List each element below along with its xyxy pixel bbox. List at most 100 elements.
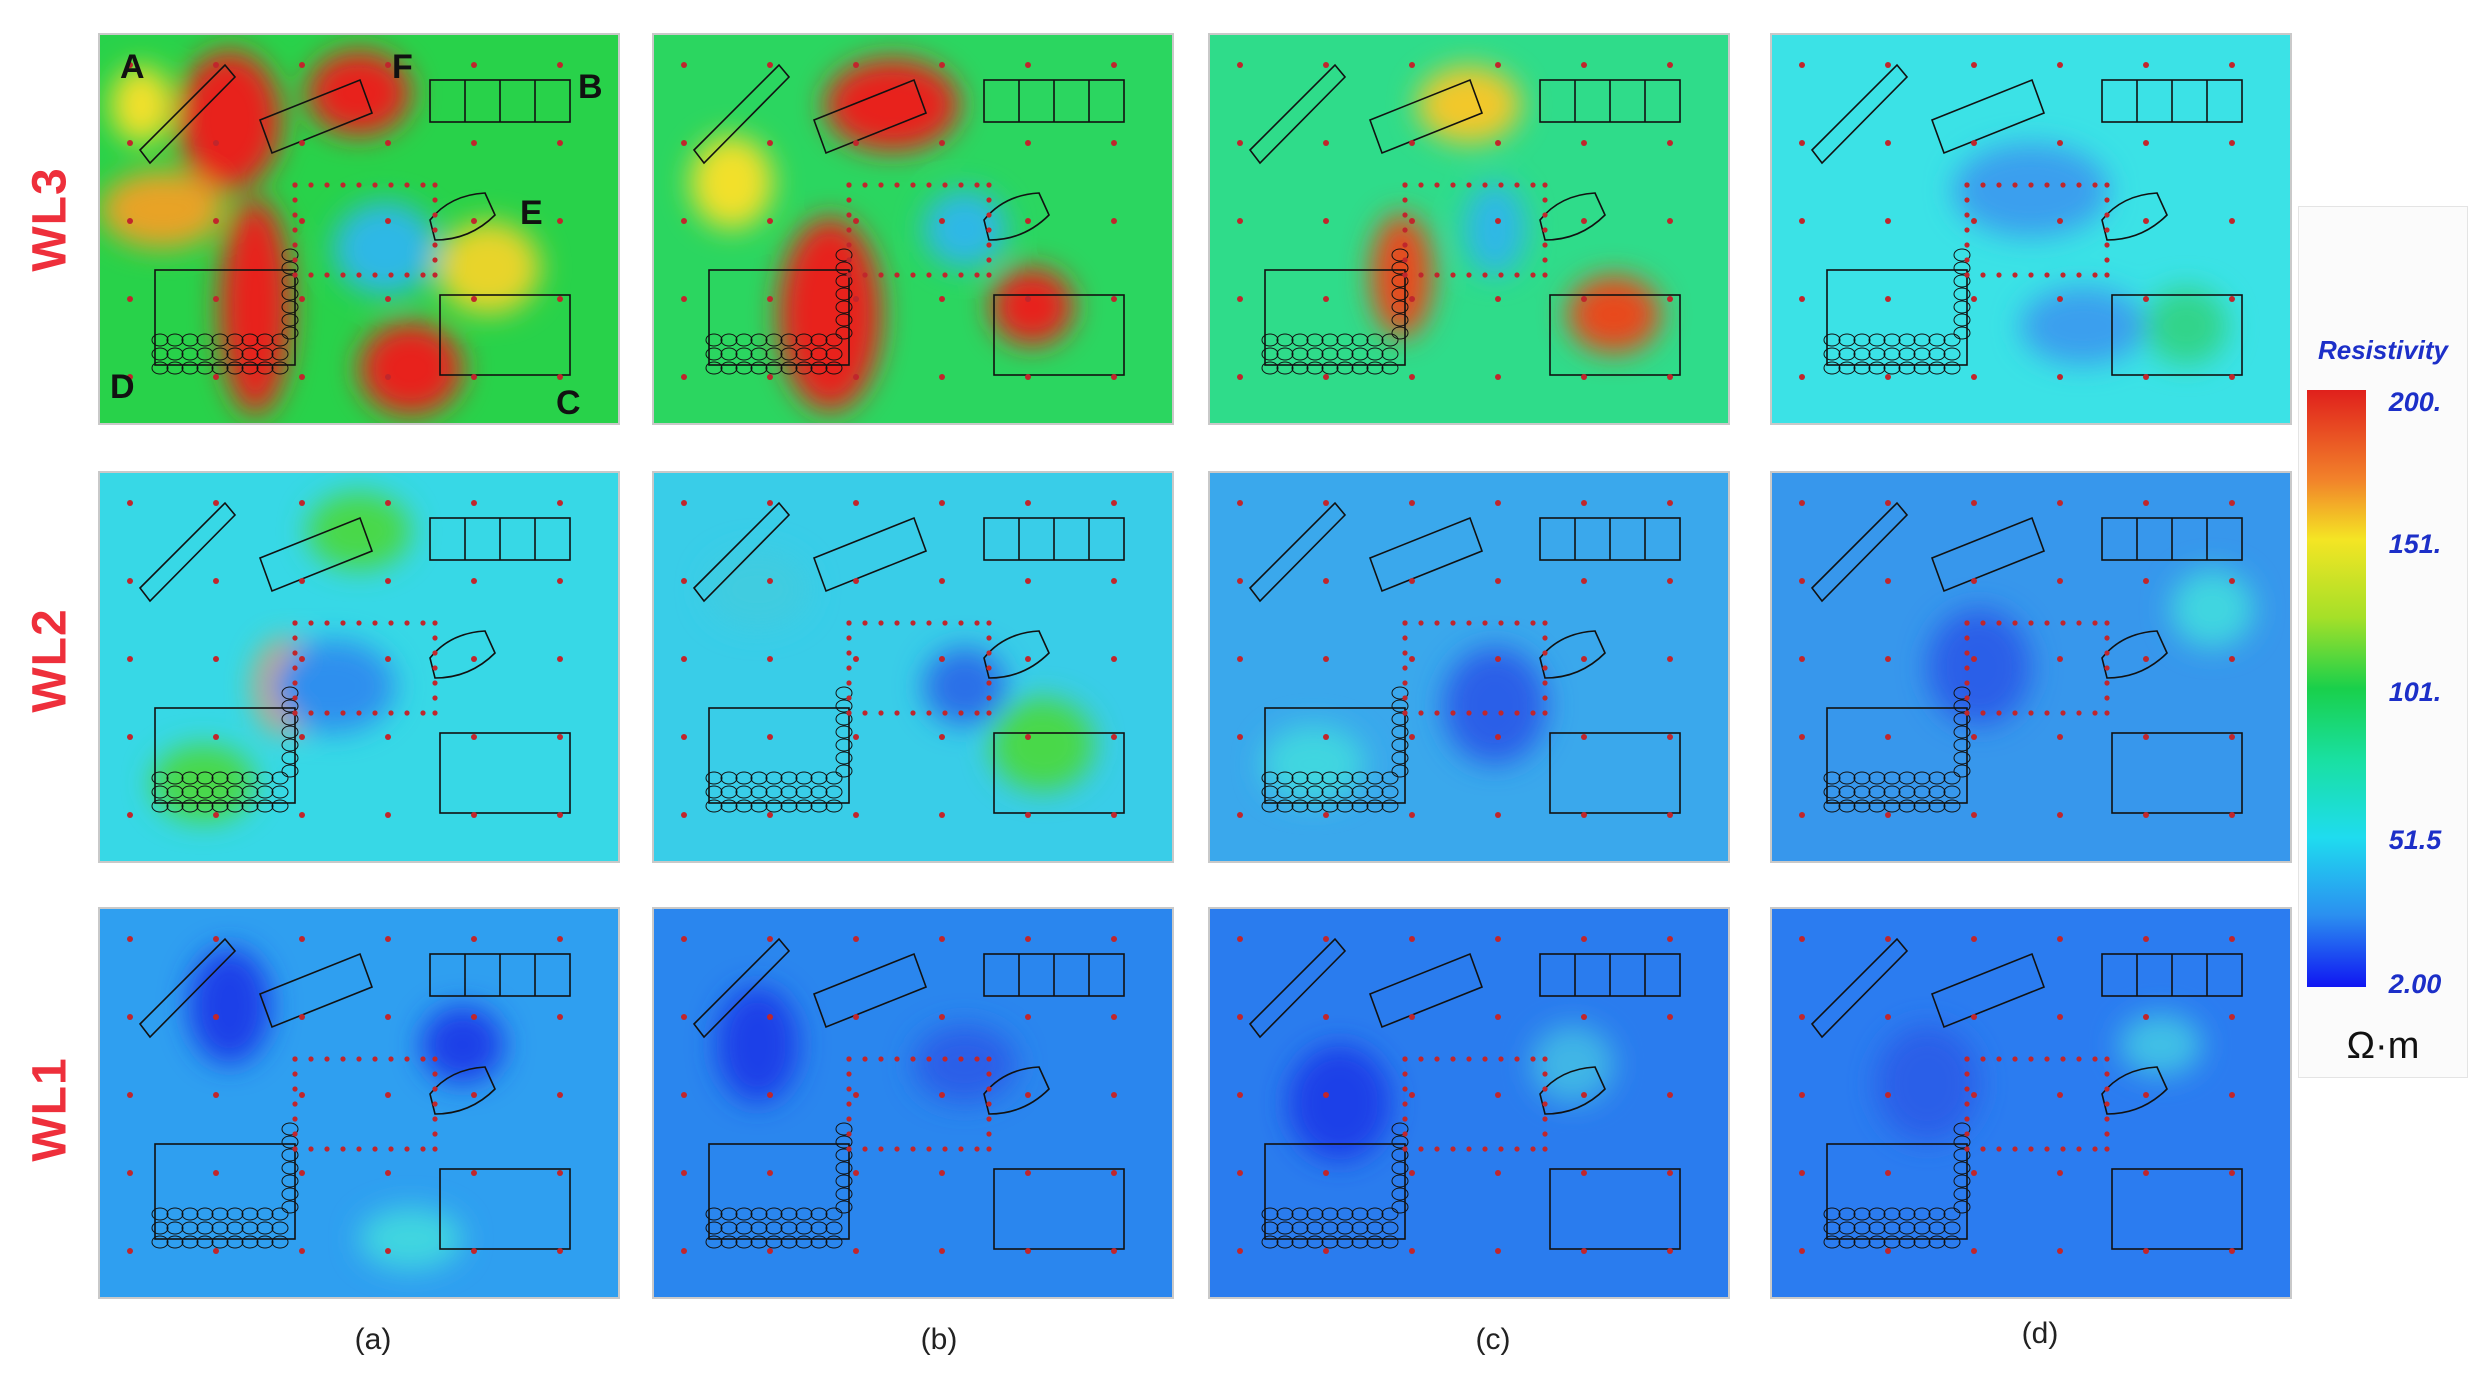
- resistivity-map-wl1-d: [1770, 907, 2292, 1299]
- feature-d-outline: [1264, 707, 1406, 804]
- resistivity-anomaly: [690, 135, 774, 229]
- feature-e-outline: [983, 1066, 1050, 1115]
- resistivity-anomaly: [333, 201, 437, 295]
- feature-a-outline: [1810, 63, 1909, 165]
- feature-outlines: [138, 63, 571, 376]
- resistivity-anomaly: [1927, 608, 2031, 726]
- resistivity-map-wl1-a: [98, 907, 620, 1299]
- legend-unit: Ω·m: [2346, 1025, 2420, 1067]
- resistivity-map-wl1-b: [652, 907, 1174, 1299]
- resistivity-anomaly: [913, 1025, 1017, 1103]
- stone-wall: [1261, 686, 1409, 813]
- electrode-markers: [127, 500, 563, 818]
- resistivity-anomaly: [824, 58, 960, 152]
- stone-wall: [151, 686, 299, 813]
- feature-c-outline: [2111, 732, 2243, 814]
- feature-d-outline: [708, 707, 850, 804]
- feature-c-outline: [2111, 1168, 2243, 1250]
- column-label-c: (c): [1475, 1323, 1511, 1356]
- map-svg: [1772, 909, 2290, 1297]
- feature-c-outline: [439, 1168, 571, 1250]
- feature-a-outline: [1248, 501, 1347, 603]
- feature-d-outline: [154, 1143, 296, 1240]
- resistivity-anomaly: [778, 217, 882, 412]
- feature-c-outline: [993, 732, 1125, 814]
- feature-a-outline: [1248, 63, 1347, 165]
- feature-f-outline: [258, 78, 374, 155]
- feature-c-outline: [439, 294, 571, 376]
- resistivity-anomaly: [1953, 143, 2109, 237]
- resistivity-map-wl3-b: [652, 33, 1174, 425]
- resistivity-anomaly: [436, 221, 541, 315]
- row-label-wl3: WL3: [23, 167, 77, 272]
- feature-outlines: [1248, 501, 1681, 814]
- resistivity-anomaly: [716, 986, 800, 1103]
- resistivity-anomaly: [1287, 1044, 1392, 1162]
- feature-d-outline: [1264, 269, 1406, 366]
- resistivity-anomaly: [307, 50, 411, 136]
- resistivity-anomaly: [110, 66, 173, 144]
- feature-f-outline: [1368, 516, 1484, 593]
- feature-f-outline: [258, 516, 374, 593]
- feature-e-outline: [983, 192, 1050, 241]
- corner-label-a: A: [120, 48, 145, 86]
- feature-e-outline: [1539, 630, 1606, 679]
- feature-c-outline: [439, 732, 571, 814]
- feature-f-outline: [812, 78, 928, 155]
- corner-label-b: B: [578, 68, 603, 106]
- legend-tick-151: 151.: [2388, 529, 2442, 559]
- electrode-markers: [681, 500, 1117, 818]
- feature-f-outline: [1930, 952, 2046, 1029]
- feature-outlines: [138, 501, 571, 814]
- stone-wall: [1261, 248, 1409, 375]
- electrode-markers: [1799, 62, 2235, 380]
- electrode-markers: [1799, 936, 2235, 1254]
- stone-wall: [1261, 1122, 1409, 1249]
- feature-e-outline: [2101, 1066, 2168, 1115]
- corner-label-f: F: [392, 48, 413, 86]
- resistivity-anomaly: [359, 1207, 463, 1270]
- corner-label-e: E: [520, 194, 543, 232]
- map-background: [1772, 473, 2290, 861]
- feature-outlines: [1810, 937, 2243, 1250]
- electrode-markers: [1799, 500, 2235, 818]
- feature-f-outline: [1368, 78, 1484, 155]
- legend-tick-200: 200.: [2388, 387, 2442, 417]
- feature-d-outline: [1826, 707, 1968, 804]
- feature-e-outline: [2101, 630, 2168, 679]
- map-svg: [1210, 909, 1728, 1297]
- resistivity-map-wl3-c: [1208, 33, 1730, 425]
- resistivity-anomaly: [100, 170, 225, 249]
- map-svg: [654, 473, 1172, 861]
- feature-f-outline: [258, 952, 374, 1029]
- resistivity-anomaly: [2170, 570, 2254, 648]
- map-background: [654, 473, 1172, 861]
- feature-a-outline: [138, 937, 237, 1039]
- stone-wall: [151, 1122, 299, 1249]
- resistivity-legend: Resistivity 200. 151. 101. 51.5 2.00 Ω·m: [2298, 206, 2468, 1078]
- resistivity-anomaly: [2144, 287, 2228, 365]
- resistivity-anomaly: [1567, 275, 1661, 354]
- column-label-b: (b): [920, 1323, 958, 1356]
- feature-f-outline: [812, 952, 928, 1029]
- map-svg: [100, 909, 618, 1297]
- column-label-d: (d): [2021, 1317, 2059, 1350]
- feature-a-outline: [138, 63, 237, 165]
- feature-a-outline: [1810, 937, 1909, 1039]
- feature-outlines: [138, 937, 571, 1250]
- feature-outlines: [692, 63, 1125, 376]
- feature-outlines: [692, 937, 1125, 1250]
- feature-e-outline: [429, 630, 496, 679]
- electrode-markers: [681, 62, 1117, 380]
- feature-outlines: [692, 501, 1125, 814]
- legend-colorbar: [2307, 390, 2366, 987]
- feature-f-outline: [812, 516, 928, 593]
- electrode-markers: [127, 62, 563, 380]
- resistivity-anomaly: [2020, 287, 2145, 365]
- feature-a-outline: [692, 501, 791, 603]
- legend-tick-2-00: 2.00: [2388, 969, 2442, 999]
- feature-outlines: [1810, 501, 2243, 814]
- legend-tick-51-5: 51.5: [2388, 825, 2442, 855]
- resistivity-anomaly: [270, 639, 396, 733]
- feature-a-outline: [1810, 501, 1909, 603]
